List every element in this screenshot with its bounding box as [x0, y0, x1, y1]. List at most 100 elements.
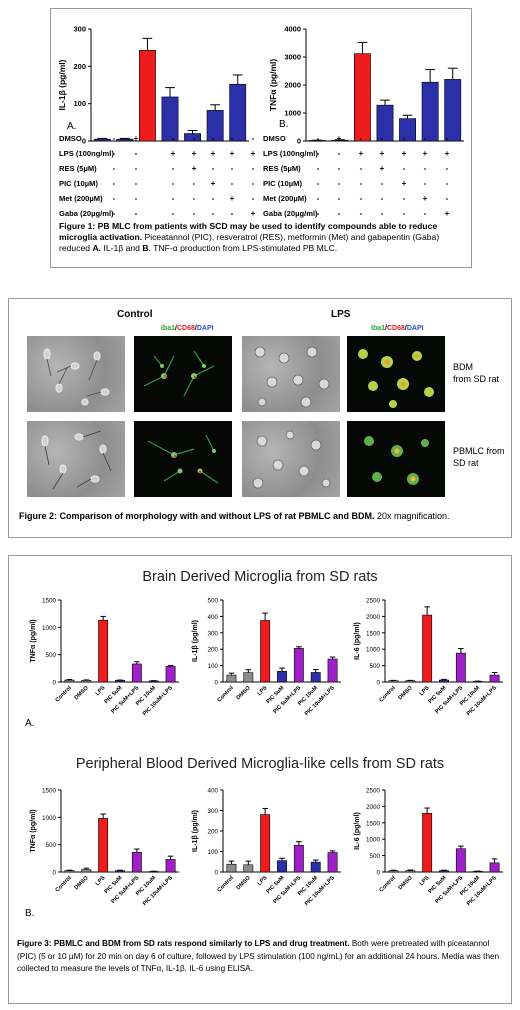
treatment-sign: - [230, 179, 234, 188]
y-tick-label: 1500 [366, 820, 381, 827]
figure-1-caption: Figure 1: PB MLC from patients with SCD … [59, 221, 463, 254]
chart-fig1b-tnfa: 0 1000 2000 3000 4000 TNFα (pg/ml) [268, 25, 464, 146]
bar [226, 863, 237, 873]
treatment-sign: - [316, 194, 320, 203]
treatment-sign: - [171, 179, 175, 188]
treatment-sign: - [380, 179, 384, 188]
y-tick-label: 2500 [366, 598, 381, 605]
treatment-sign: - [112, 149, 116, 158]
y-tick-label: 300 [207, 630, 218, 637]
figure-2-panel: Control LPS Iba1/CD68/DAPI Iba1/CD68/DAP… [8, 298, 512, 538]
treatment-sign: + [358, 149, 364, 158]
y-tick-label: 1000 [366, 837, 381, 844]
treatment-sign: + [250, 209, 256, 218]
figure-2-caption-rest: 20x magnification. [374, 511, 450, 521]
x-tick-label: Control [55, 875, 74, 894]
treatment-sign: + [401, 149, 407, 158]
figure-1-label-b: B. [279, 119, 289, 130]
bar [489, 862, 500, 873]
stain-cd68: CD68 [386, 325, 405, 332]
figure-3-label-a: A. [25, 718, 35, 729]
treatment-sign: - [337, 194, 341, 203]
bar [293, 845, 304, 873]
y-axis-label: IL-1β (pg/ml) [192, 810, 199, 852]
stain-dapi: DAPI [196, 325, 214, 332]
treatment-sign: - [251, 134, 255, 143]
micrograph-pbmlc-control-brightfield [27, 421, 125, 497]
figure-1-caption-a: A. [92, 243, 102, 253]
treatment-sign: - [359, 179, 363, 188]
y-tick-label: 1000 [42, 815, 57, 822]
treatment-sign: - [337, 209, 341, 218]
figure-1-caption-mid: IL-1β and [101, 243, 143, 253]
y-tick-label: 2500 [366, 788, 381, 795]
bar [310, 861, 321, 873]
section-title-pbmlc: Peripheral Blood Derived Microglia-like … [75, 756, 445, 772]
treatment-sign: - [251, 164, 255, 173]
cells-drawing [252, 430, 331, 489]
cells-drawing [254, 346, 330, 408]
x-tick-label: DMSO [398, 875, 415, 892]
bar [115, 680, 125, 683]
x-tick-label: LPS [257, 875, 269, 887]
column-head-control: Control [117, 309, 153, 320]
chart-bdm-il6: 0 500 1000 1500 2000 2500 IL-6 (pg/ml) Control D… [354, 598, 503, 717]
stain-dapi: DAPI [406, 325, 424, 332]
treatment-sign: + [210, 179, 216, 188]
y-axis-label: TNFα (pg/ml) [268, 59, 278, 112]
bar [139, 49, 156, 142]
treatment-sign: + [422, 194, 428, 203]
treatment-row-label: Gaba (20µg/ml) [59, 209, 114, 218]
bar [455, 652, 466, 683]
cells-drawing [143, 350, 215, 397]
treatment-sign: - [316, 149, 320, 158]
micrograph-pbmlc-lps-fluorescence [347, 421, 445, 497]
treatment-sign: - [112, 179, 116, 188]
treatment-sign: - [380, 134, 384, 143]
x-tick-label: DMSO [398, 685, 415, 702]
bar [422, 812, 433, 873]
y-tick-label: 300 [207, 808, 218, 815]
treatment-sign: + [210, 149, 216, 158]
y-tick-label: 2000 [284, 81, 301, 90]
y-tick-label: 2000 [366, 804, 381, 811]
x-tick-label: PIC 10uM+LPS [142, 875, 174, 907]
y-tick-label: 1500 [366, 630, 381, 637]
treatment-sign: - [445, 134, 449, 143]
y-tick-label: 0 [214, 870, 218, 877]
treatment-sign: - [445, 164, 449, 173]
treatment-sign: - [134, 209, 138, 218]
bar [98, 818, 109, 873]
cells-drawing [358, 349, 434, 408]
bar [243, 864, 254, 873]
figure-1-caption-bold: Figure 1: PB MLC from patients with SCD … [59, 221, 438, 242]
treatment-sign: - [112, 194, 116, 203]
treatment-sign: - [316, 134, 320, 143]
treatment-sign: - [359, 209, 363, 218]
treatment-sign: - [337, 164, 341, 173]
treatment-sign: - [316, 164, 320, 173]
treatment-sign: + [422, 149, 428, 158]
bar [405, 870, 416, 873]
treatment-row-label: Met (200µM) [59, 194, 103, 203]
treatment-row-label: Met (200µM) [263, 194, 307, 203]
bar [354, 53, 371, 142]
y-tick-label: 0 [297, 137, 301, 146]
bar [293, 648, 304, 683]
y-axis-label: TNFα (pg/ml) [30, 619, 37, 662]
treatment-sign: + [336, 134, 342, 143]
treatment-sign: - [359, 164, 363, 173]
treatment-sign: + [191, 149, 197, 158]
stain-iba1: Iba1 [371, 325, 386, 332]
x-tick-label: PIC 10uM+LPS [466, 875, 498, 907]
treatment-row-label: LPS (100ng/ml) [263, 149, 318, 158]
bar [405, 680, 416, 683]
treatment-sign: - [211, 134, 215, 143]
cells-drawing [364, 436, 429, 485]
treatment-sign: + [191, 164, 197, 173]
bar [310, 672, 321, 683]
x-tick-label: LPS [95, 875, 107, 887]
stain-iba1: Iba1 [161, 325, 176, 332]
bar [165, 666, 176, 683]
bar [422, 614, 433, 683]
